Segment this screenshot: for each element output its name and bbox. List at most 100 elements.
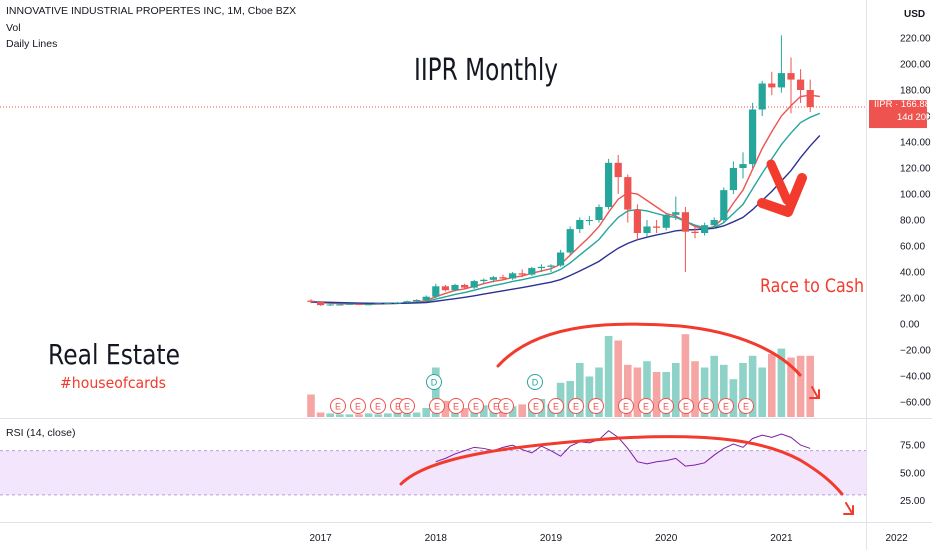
price-tag-countdown: 14d 20h <box>897 112 931 123</box>
earnings-marker-label: E <box>743 402 749 412</box>
candle-body <box>413 299 421 302</box>
candle-body <box>749 109 757 165</box>
volume-bar <box>384 413 392 417</box>
dividend-marker-icon: D <box>426 374 442 390</box>
candle-body <box>326 304 334 306</box>
moving-averages <box>310 94 821 305</box>
earnings-marker-label: E <box>573 402 579 412</box>
volume-bar <box>614 340 622 417</box>
candle-body <box>662 214 670 228</box>
earnings-marker-label: E <box>335 402 341 412</box>
volume-bar <box>662 372 670 417</box>
volume-bar <box>700 367 709 417</box>
time-axis-ticks: 2017 2018 2019 2020 2021 2022 <box>309 533 908 544</box>
candle-body <box>624 177 632 210</box>
earnings-marker-label: E <box>453 402 459 412</box>
earnings-marker-label: E <box>723 402 729 412</box>
earnings-marker-label: E <box>623 402 629 412</box>
price-tag: IIPR · 166.88 14d 20h <box>869 99 931 129</box>
earnings-marker-icon: E <box>399 398 415 414</box>
earnings-marker-label: E <box>683 402 689 412</box>
earnings-marker-icon: E <box>429 398 445 414</box>
rsi-tick-label: 25.00 <box>900 496 925 507</box>
volume-bar <box>566 381 574 417</box>
candle-body <box>528 268 536 275</box>
price-axis-ticks: −60.00 −40.00 −20.00 0.00 20.00 40.00 60.00 80.… <box>900 34 931 409</box>
time-tick-label: 2018 <box>425 533 448 544</box>
earnings-marker-circle <box>738 398 754 414</box>
candle-body <box>317 301 325 306</box>
earnings-marker-icon: E <box>638 398 654 414</box>
rsi-indicator-label: RSI (14, close) <box>6 427 76 439</box>
earnings-marker-icon: E <box>350 398 366 414</box>
price-tick-label: 220.00 <box>900 34 931 45</box>
rsi-band <box>0 450 866 495</box>
candle-body <box>432 286 440 297</box>
earnings-marker-circle <box>588 398 604 414</box>
earnings-marker-icon: E <box>498 398 514 414</box>
price-tick-label: 20.00 <box>900 294 925 305</box>
volume-bar <box>691 361 699 417</box>
dividend-marker-label: D <box>532 378 539 388</box>
ma-line-mid <box>310 112 821 305</box>
candle-body <box>758 83 766 110</box>
volume-bar <box>460 408 469 417</box>
volume-bar <box>595 367 603 417</box>
earnings-marker-label: E <box>473 402 479 412</box>
volume-bar <box>412 412 421 417</box>
earnings-marker-circle <box>448 398 464 414</box>
earnings-marker-label: E <box>503 402 509 412</box>
earnings-marker-icon: E <box>698 398 714 414</box>
volume-trend-arc <box>496 322 802 377</box>
volume-bar <box>672 363 680 417</box>
candle-body <box>739 164 747 168</box>
price-tick-label: 80.00 <box>900 216 925 227</box>
rsi-tick-label: 75.00 <box>900 441 925 452</box>
dividend-marker-circle <box>527 374 543 390</box>
candle-body <box>566 229 574 253</box>
candle-body <box>365 304 373 306</box>
earnings-marker-icon: E <box>528 398 544 414</box>
candles <box>307 35 814 306</box>
price-tick-label: −20.00 <box>900 346 931 357</box>
earnings-marker-icon: E <box>548 398 564 414</box>
candle-body <box>355 303 363 305</box>
price-tick-label: 0.00 <box>900 320 920 331</box>
candle-body <box>451 285 459 291</box>
volume-bar <box>508 406 517 417</box>
small-arrow-icon <box>809 386 820 399</box>
volume-bar <box>748 355 757 417</box>
candle-body <box>576 220 584 230</box>
earnings-marker-icon: E <box>738 398 754 414</box>
earnings-marker-icon: E <box>658 398 674 414</box>
daily-lines-label: Daily Lines <box>6 38 58 50</box>
earnings-marker-label: E <box>493 402 499 412</box>
earnings-marker-circle <box>350 398 366 414</box>
candle-body <box>470 281 478 288</box>
earnings-marker-label: E <box>404 402 410 412</box>
earnings-marker-label: E <box>663 402 669 412</box>
earnings-marker-circle <box>618 398 634 414</box>
volume-bar <box>326 413 334 417</box>
earnings-marker-circle <box>698 398 714 414</box>
earnings-marker-circle <box>528 398 544 414</box>
earnings-marker-icon: E <box>448 398 464 414</box>
candle-body <box>557 252 565 266</box>
rsi-tick-label: 50.00 <box>900 468 925 479</box>
earnings-marker-icon: E <box>718 398 734 414</box>
earnings-marker-label: E <box>395 402 401 412</box>
candle-body <box>403 301 411 303</box>
time-tick-label: 2017 <box>309 533 332 544</box>
earnings-marker-icon: E <box>370 398 386 414</box>
earnings-marker-circle <box>548 398 564 414</box>
volume-bar <box>652 372 661 417</box>
volume-bar <box>720 364 728 417</box>
rsi-arrow-icon <box>843 502 854 515</box>
price-tag-label: IIPR · 166.88 <box>874 99 930 110</box>
ma-line-fast <box>310 94 820 305</box>
earnings-marker-circle <box>678 398 694 414</box>
candle-body <box>672 212 680 215</box>
candle-body <box>307 300 315 302</box>
candle-body <box>806 90 814 108</box>
